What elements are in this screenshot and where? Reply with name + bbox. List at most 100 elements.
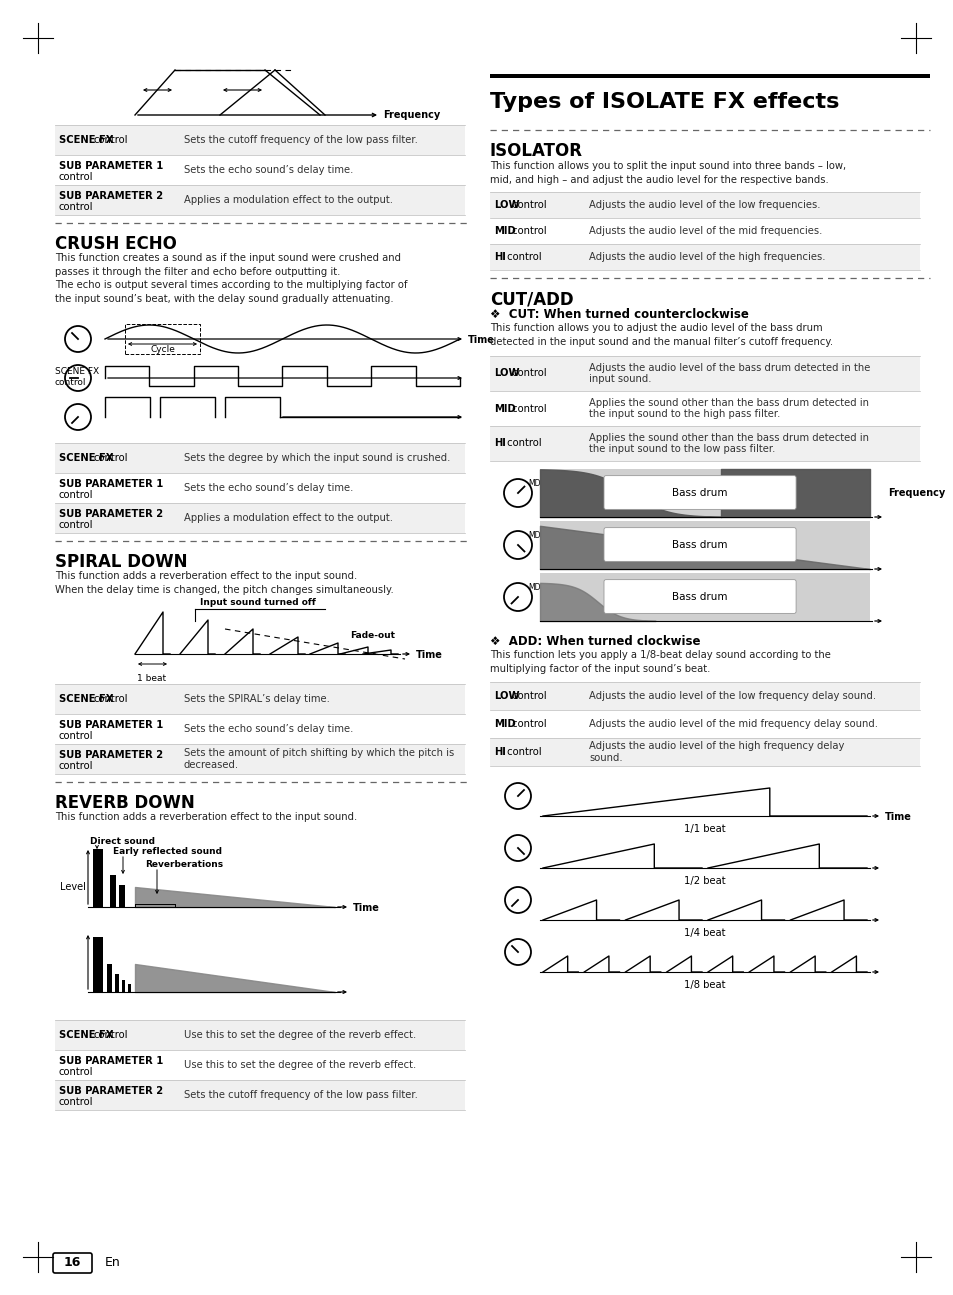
Text: This function adds a reverberation effect to the input sound.: This function adds a reverberation effec… <box>55 812 356 822</box>
Text: 16: 16 <box>63 1256 81 1269</box>
Text: Time: Time <box>353 903 379 913</box>
Text: Bass drum: Bass drum <box>672 487 727 497</box>
Text: ❖  CUT: When turned counterclockwise: ❖ CUT: When turned counterclockwise <box>490 308 748 321</box>
Bar <box>490 391 919 426</box>
Text: Adjusts the audio level of the bass drum detected in the
input sound.: Adjusts the audio level of the bass drum… <box>588 363 869 385</box>
Text: This function allows you to adjust the audio level of the bass drum
detected in : This function allows you to adjust the a… <box>490 322 832 347</box>
Text: Cycle: Cycle <box>150 344 174 354</box>
Text: MD: MD <box>527 479 540 488</box>
Text: SUB PARAMETER 2: SUB PARAMETER 2 <box>59 750 163 760</box>
Text: En: En <box>105 1256 121 1269</box>
Text: This function adds a reverberation effect to the input sound.
When the delay tim: This function adds a reverberation effec… <box>55 571 394 594</box>
Bar <box>490 738 919 767</box>
Bar <box>115 974 119 992</box>
Text: This function lets you apply a 1/8-beat delay sound according to the
multiplying: This function lets you apply a 1/8-beat … <box>490 650 830 673</box>
Text: control: control <box>509 404 546 413</box>
Bar <box>55 1050 464 1080</box>
Bar <box>490 682 919 710</box>
FancyBboxPatch shape <box>53 1254 91 1273</box>
Bar <box>125 324 200 354</box>
Bar <box>55 502 464 534</box>
Text: Sets the degree by which the input sound is crushed.: Sets the degree by which the input sound… <box>184 453 450 464</box>
Text: control: control <box>59 1097 93 1107</box>
FancyBboxPatch shape <box>603 580 795 614</box>
Text: Reverberations: Reverberations <box>145 860 223 869</box>
Text: control: control <box>503 439 541 448</box>
Text: MD: MD <box>527 531 540 540</box>
Text: Bass drum: Bass drum <box>672 592 727 601</box>
Text: control: control <box>93 694 128 704</box>
Bar <box>122 980 125 992</box>
Text: Time: Time <box>416 650 442 660</box>
Text: Applies a modulation effect to the output.: Applies a modulation effect to the outpu… <box>184 196 393 205</box>
Bar <box>55 443 464 473</box>
Text: SPIRAL DOWN: SPIRAL DOWN <box>55 553 188 571</box>
Bar <box>110 875 116 906</box>
Text: This function creates a sound as if the input sound were crushed and
passes it t: This function creates a sound as if the … <box>55 253 407 304</box>
Text: Sets the amount of pitch shifting by which the pitch is
decreased.: Sets the amount of pitch shifting by whi… <box>184 749 454 769</box>
Bar <box>92 938 103 992</box>
Bar <box>539 572 869 622</box>
Text: Adjusts the audio level of the high frequency delay
sound.: Adjusts the audio level of the high freq… <box>588 741 843 763</box>
Text: control: control <box>93 135 128 145</box>
Text: Sets the cutoff frequency of the low pass filter.: Sets the cutoff frequency of the low pas… <box>184 135 417 145</box>
Bar <box>490 356 919 391</box>
Text: control: control <box>93 453 128 464</box>
Text: 1/1 beat: 1/1 beat <box>683 824 725 834</box>
Bar <box>490 192 919 218</box>
Text: control: control <box>59 1067 93 1076</box>
Text: LOW: LOW <box>494 692 519 701</box>
Text: REVERB DOWN: REVERB DOWN <box>55 794 194 812</box>
Text: 1/4 beat: 1/4 beat <box>683 929 725 938</box>
Bar <box>119 884 125 906</box>
Text: control: control <box>509 692 546 701</box>
Text: ISOLATOR: ISOLATOR <box>490 142 582 161</box>
Text: control: control <box>59 490 93 500</box>
Text: Sets the echo sound’s delay time.: Sets the echo sound’s delay time. <box>184 483 353 493</box>
Bar <box>128 984 131 992</box>
Bar <box>55 684 464 714</box>
Bar <box>92 850 103 906</box>
Text: control: control <box>59 730 93 741</box>
Text: Sets the echo sound’s delay time.: Sets the echo sound’s delay time. <box>184 164 353 175</box>
Text: Level: Level <box>60 882 86 892</box>
Bar <box>490 426 919 461</box>
Text: 1 beat: 1 beat <box>137 673 167 682</box>
Text: SUB PARAMETER 2: SUB PARAMETER 2 <box>59 192 163 202</box>
Bar <box>490 218 919 243</box>
FancyBboxPatch shape <box>603 475 795 509</box>
Text: CUT/ADD: CUT/ADD <box>490 290 573 308</box>
Text: SCENE FX
control: SCENE FX control <box>55 366 99 387</box>
Text: control: control <box>503 253 541 262</box>
Text: Adjusts the audio level of the high frequencies.: Adjusts the audio level of the high freq… <box>588 253 824 262</box>
Text: 1/8 beat: 1/8 beat <box>683 980 725 989</box>
Bar <box>55 473 464 502</box>
Text: Sets the echo sound’s delay time.: Sets the echo sound’s delay time. <box>184 724 353 734</box>
Bar <box>55 1080 464 1110</box>
Text: control: control <box>59 202 93 211</box>
Bar <box>55 1020 464 1050</box>
Text: SUB PARAMETER 1: SUB PARAMETER 1 <box>59 479 163 490</box>
Text: SCENE FX: SCENE FX <box>59 453 117 464</box>
Bar <box>55 126 464 155</box>
Text: control: control <box>59 760 93 771</box>
Text: Sets the cutoff frequency of the low pass filter.: Sets the cutoff frequency of the low pas… <box>184 1090 417 1099</box>
Text: Adjusts the audio level of the mid frequency delay sound.: Adjusts the audio level of the mid frequ… <box>588 719 877 729</box>
Text: LOW: LOW <box>494 369 519 378</box>
Text: Frequency: Frequency <box>382 110 439 120</box>
Text: SCENE FX: SCENE FX <box>59 135 117 145</box>
Text: Adjusts the audio level of the low frequencies.: Adjusts the audio level of the low frequ… <box>588 199 820 210</box>
Text: SUB PARAMETER 1: SUB PARAMETER 1 <box>59 1057 163 1066</box>
Text: Adjusts the audio level of the low frequency delay sound.: Adjusts the audio level of the low frequ… <box>588 692 875 701</box>
Bar <box>55 185 464 215</box>
Text: control: control <box>59 172 93 181</box>
Text: 1/2 beat: 1/2 beat <box>683 875 725 886</box>
Text: Time: Time <box>468 335 495 344</box>
Text: Frequency: Frequency <box>887 488 944 499</box>
Bar <box>490 243 919 269</box>
Text: Time: Time <box>884 812 911 822</box>
Text: MID: MID <box>494 404 516 413</box>
Text: Input sound turned off: Input sound turned off <box>200 598 315 607</box>
Bar <box>539 469 869 517</box>
Text: CRUSH ECHO: CRUSH ECHO <box>55 234 176 253</box>
